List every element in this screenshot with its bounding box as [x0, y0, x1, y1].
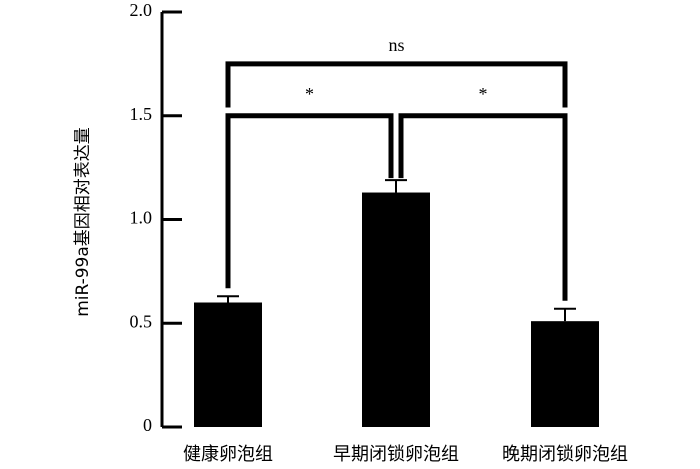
bars — [194, 192, 599, 427]
significance-bracket — [398, 113, 568, 301]
significance-label: * — [305, 84, 314, 104]
bar — [362, 192, 430, 427]
y-tick-label: 0 — [143, 415, 152, 435]
category-label: 早期闭锁卵泡组 — [333, 444, 459, 465]
significance-label: * — [479, 84, 488, 104]
y-axis: 0 0.5 1.0 1.5 2.0 — [130, 0, 182, 435]
significance-bracket — [225, 113, 394, 289]
category-label: 晚期闭锁卵泡组 — [502, 444, 628, 465]
y-tick-label: 1.0 — [130, 208, 153, 228]
bar — [531, 321, 599, 427]
bar — [194, 302, 262, 427]
y-tick-label: 2.0 — [130, 0, 153, 20]
significance-label: ns — [388, 35, 404, 55]
category-labels: 健康卵泡组 早期闭锁卵泡组 晚期闭锁卵泡组 — [183, 444, 628, 465]
category-label: 健康卵泡组 — [183, 444, 273, 465]
y-tick-label: 1.5 — [130, 104, 153, 124]
significance-brackets: * * ns — [225, 35, 568, 301]
y-tick-label: 0.5 — [130, 311, 153, 331]
significance-bracket — [225, 61, 568, 108]
y-axis-label: miR-99a基因相对表达量 — [73, 127, 93, 317]
error-bars — [217, 179, 576, 322]
